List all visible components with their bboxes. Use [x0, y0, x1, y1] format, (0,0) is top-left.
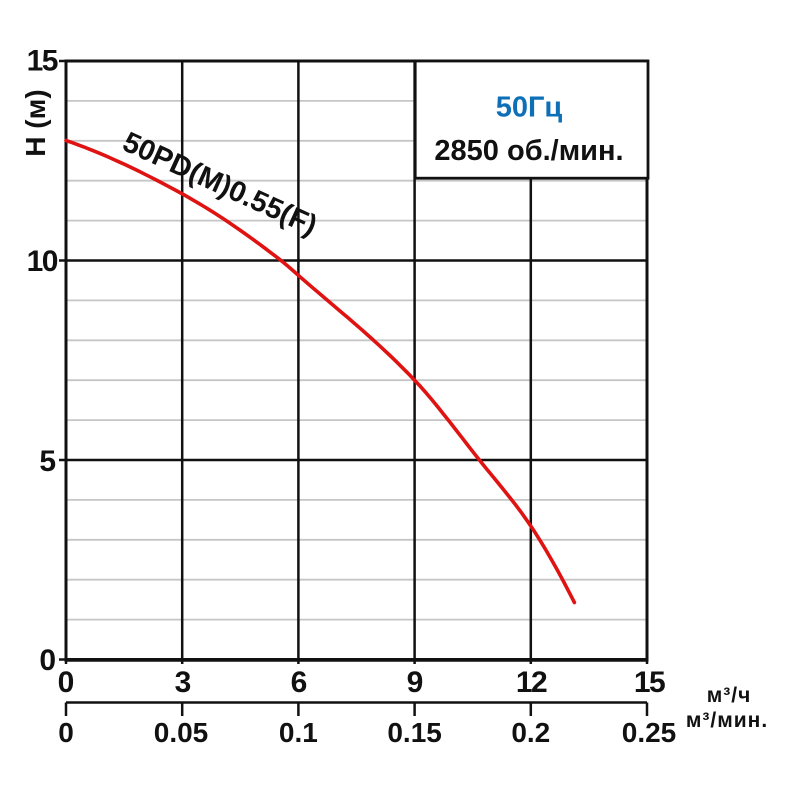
svg-text:15: 15 [634, 666, 665, 699]
svg-text:м³/мин.: м³/мин. [686, 709, 768, 732]
svg-text:Н (м): Н (м) [20, 89, 51, 156]
svg-text:9: 9 [407, 666, 424, 699]
svg-text:м³/ч: м³/ч [707, 684, 752, 707]
svg-text:0.05: 0.05 [154, 717, 209, 748]
svg-text:0: 0 [39, 644, 56, 677]
svg-text:0.2: 0.2 [511, 717, 550, 748]
svg-text:12: 12 [516, 666, 547, 699]
svg-text:15: 15 [27, 45, 58, 78]
svg-text:0.1: 0.1 [279, 717, 318, 748]
svg-text:0: 0 [58, 717, 74, 748]
svg-text:6: 6 [291, 666, 308, 699]
svg-text:0.25: 0.25 [622, 717, 677, 748]
svg-text:2850 об./мин.: 2850 об./мин. [434, 135, 623, 167]
svg-text:10: 10 [27, 245, 58, 278]
svg-text:3: 3 [175, 666, 192, 699]
svg-text:0.15: 0.15 [387, 717, 442, 748]
svg-text:0: 0 [58, 666, 75, 699]
svg-text:5: 5 [39, 445, 56, 478]
svg-text:50Гц: 50Гц [496, 92, 563, 124]
